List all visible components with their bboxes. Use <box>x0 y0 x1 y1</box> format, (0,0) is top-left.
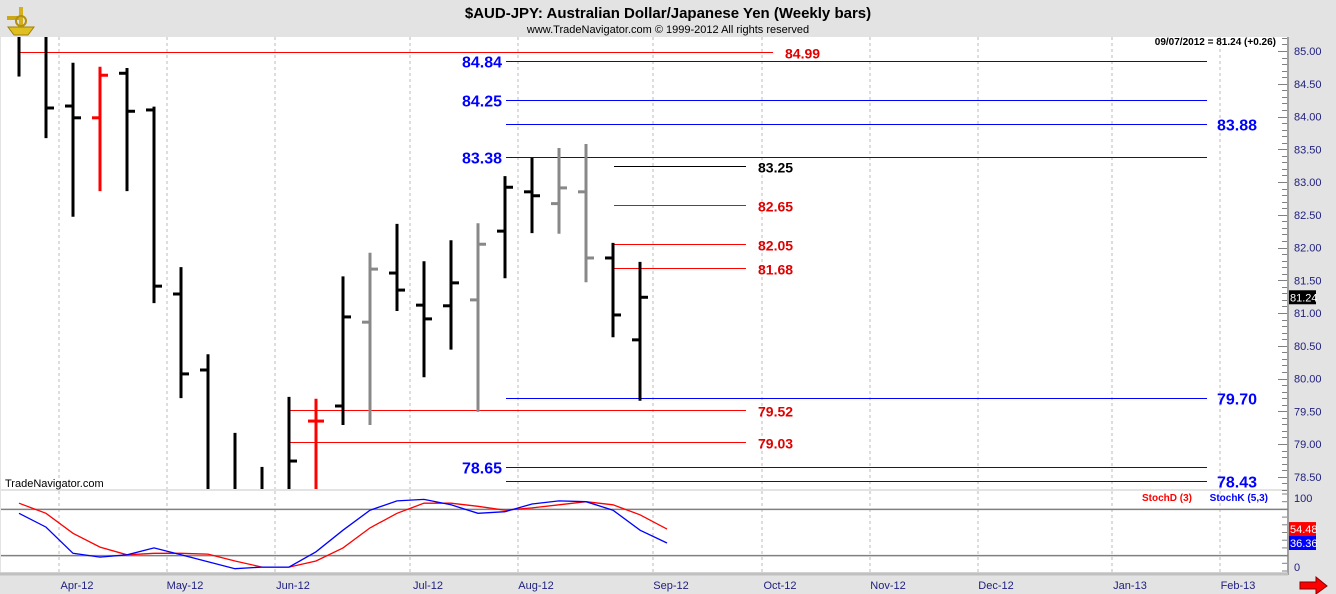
ohlc-bar <box>632 261 648 401</box>
level-label: 84.99 <box>785 46 820 62</box>
stochk-legend: StochK (5,3) <box>1210 493 1268 504</box>
y-tick-label: 80.00 <box>1294 374 1322 386</box>
stochd-legend: StochD (3) <box>1142 493 1192 504</box>
ohlc-bar <box>200 354 210 489</box>
stoch-value-marker <box>1289 522 1316 537</box>
ohlc-bar <box>362 252 378 426</box>
sextant-logo <box>7 7 35 36</box>
x-tick-label: Nov-12 <box>870 580 905 592</box>
y-tick-label: 84.00 <box>1294 112 1322 124</box>
ohlc-bar <box>119 68 135 192</box>
level-label: 82.05 <box>758 238 793 254</box>
ohlc-bar <box>389 223 405 312</box>
ohlc-bar <box>173 267 189 399</box>
price-levels: 84.99 84.84 84.25 83.88 83.38 83.25 82.65 82.05… <box>19 46 1257 492</box>
y-tick-label: 84.50 <box>1294 79 1322 91</box>
y-tick-label: 79.50 <box>1294 406 1322 418</box>
y-tick-label: 85.00 <box>1294 46 1322 58</box>
date-axis: Apr-12 May-12 Jun-12 Jul-12 Aug-12 Sep-12 Oct-… <box>0 572 1288 592</box>
series-stochk <box>18 498 668 570</box>
y-tick-label: 82.00 <box>1294 243 1322 255</box>
level-label: 83.25 <box>758 160 793 176</box>
x-tick-label: Apr-12 <box>60 580 93 592</box>
level-label: 79.03 <box>758 436 793 452</box>
stochastic-panel <box>1 491 1288 572</box>
ohlc-bar <box>44 37 54 139</box>
ohlc-bar <box>605 242 621 338</box>
ohlc-bar <box>443 240 459 350</box>
y-tick-label: 83.50 <box>1294 144 1322 156</box>
y-tick-label: 81.00 <box>1294 308 1322 320</box>
price-panel <box>1 37 1288 489</box>
x-tick-label: Feb-13 <box>1221 580 1256 592</box>
y-tick-label: 80.50 <box>1294 341 1322 353</box>
last-price-marker <box>1289 290 1316 305</box>
ohlc-bar <box>578 144 594 283</box>
scroll-right-arrow-icon[interactable] <box>1299 575 1328 594</box>
level-label: 83.38 <box>462 151 502 168</box>
ohlc-bar <box>287 396 297 489</box>
ohlc-bars <box>17 37 648 489</box>
stoch-value-label: 54.48 <box>1290 524 1318 536</box>
last-quote: 09/07/2012 = 81.24 (+0.26) <box>1155 37 1276 48</box>
level-label: 79.70 <box>1217 392 1257 409</box>
stoch-y-label: 0 <box>1294 562 1300 574</box>
ohlc-bar <box>497 176 513 279</box>
level-label: 78.43 <box>1217 475 1257 492</box>
level-label: 82.65 <box>758 199 793 215</box>
ohlc-bar <box>65 62 81 217</box>
ohlc-bar <box>335 276 351 426</box>
x-tick-label: Aug-12 <box>518 580 553 592</box>
x-tick-label: Dec-12 <box>978 580 1013 592</box>
ohlc-bar <box>524 157 540 234</box>
level-label: 83.88 <box>1217 118 1257 135</box>
y-tick-label: 79.00 <box>1294 439 1322 451</box>
stoch-y-label: 100 <box>1294 493 1312 505</box>
x-tick-label: Sep-12 <box>653 580 688 592</box>
ohlc-bar <box>416 261 432 378</box>
chart-title: $AUD-JPY: Australian Dollar/Japanese Yen… <box>465 5 871 22</box>
ohlc-bar <box>92 66 108 192</box>
level-label: 81.68 <box>758 262 793 278</box>
level-label: 78.65 <box>462 461 502 478</box>
stoch-value-marker <box>1289 536 1316 551</box>
y-tick-label: 82.50 <box>1294 210 1322 222</box>
x-tick-label: May-12 <box>167 580 204 592</box>
x-tick-label: Jun-12 <box>276 580 310 592</box>
last-price-label: 81.24 <box>1290 292 1318 304</box>
ohlc-bar <box>146 106 162 304</box>
level-label: 79.52 <box>758 404 793 420</box>
y-tick-label: 83.00 <box>1294 177 1322 189</box>
level-label: 84.25 <box>462 94 502 111</box>
ohlc-bar <box>551 147 567 234</box>
x-tick-label: Jan-13 <box>1113 580 1147 592</box>
ohlc-bar <box>470 223 486 412</box>
y-tick-label: 78.50 <box>1294 472 1322 484</box>
price-axis: 85.00 84.50 84.00 83.50 83.00 82.50 82.00 81.50… <box>1278 38 1322 491</box>
stochastic-lines: 54.48 36.36 100 0 <box>18 493 1318 574</box>
level-label: 84.84 <box>462 55 502 72</box>
ohlc-bar <box>308 398 324 489</box>
x-tick-label: Jul-12 <box>413 580 443 592</box>
stoch-value-label: 36.36 <box>1290 538 1318 550</box>
y-tick-label: 81.50 <box>1294 275 1322 287</box>
x-tick-label: Oct-12 <box>763 580 796 592</box>
copyright-text: www.TradeNavigator.com © 1999-2012 All r… <box>526 24 809 36</box>
watermark: TradeNavigator.com <box>5 478 104 490</box>
